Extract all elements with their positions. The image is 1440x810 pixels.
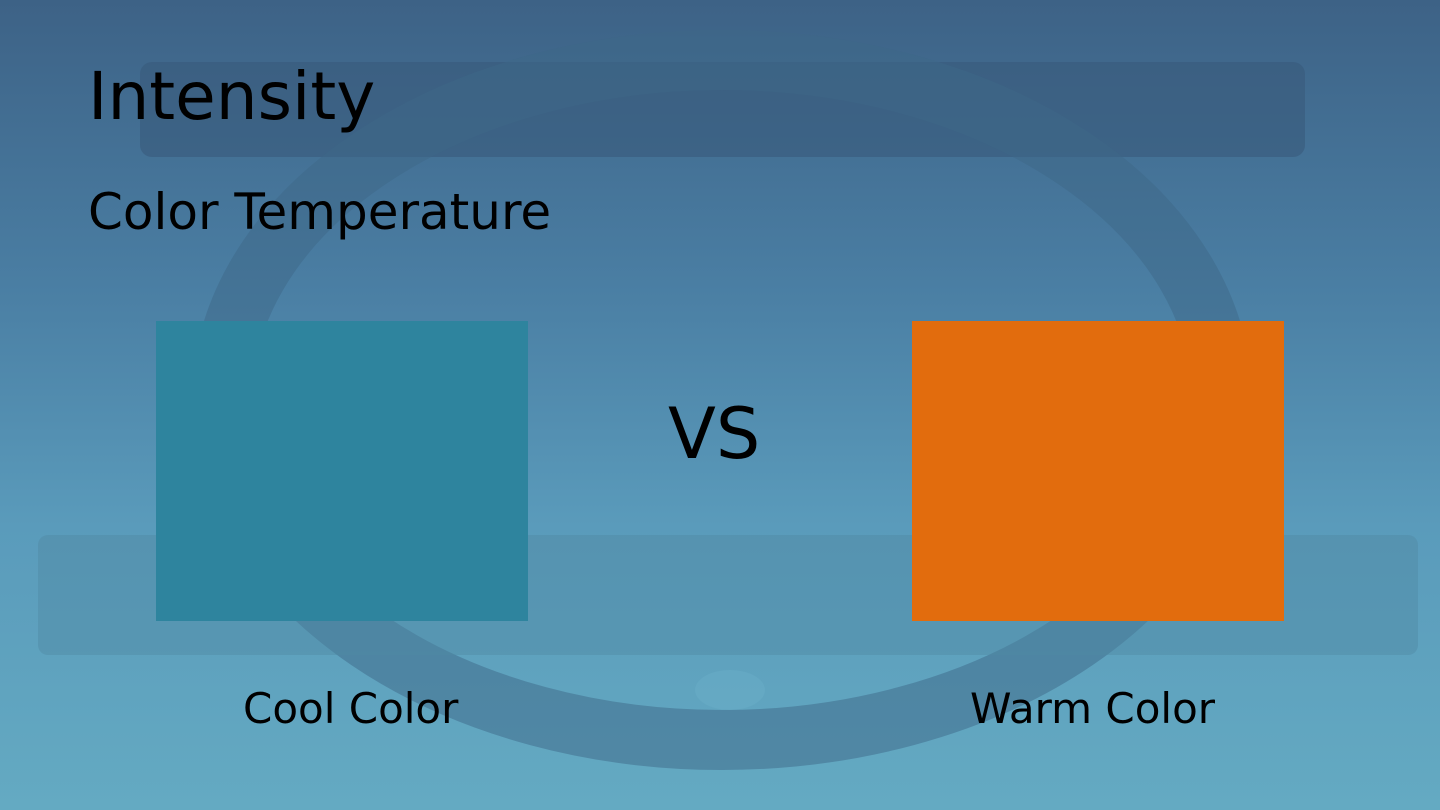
cool-swatch [156,321,528,621]
vs-label: VS [668,393,761,475]
warm-label: Warm Color [970,684,1216,733]
warm-swatch [912,321,1284,621]
cool-label: Cool Color [243,684,459,733]
bg-knob [695,670,765,710]
subtitle: Color Temperature [88,183,552,241]
title: Intensity [88,58,376,135]
